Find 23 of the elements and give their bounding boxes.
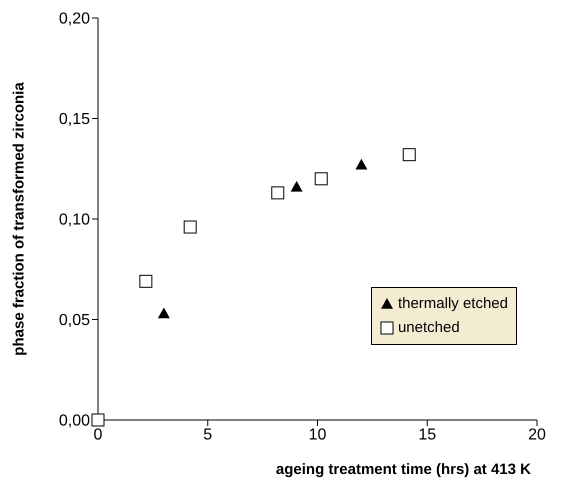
x-tick-label: 5 (203, 426, 212, 444)
y-tick-label: 0,05 (58, 312, 90, 330)
y-tick-label: 0,15 (58, 111, 90, 128)
y-tick-label: 0,10 (58, 212, 90, 229)
point (402, 148, 416, 162)
y-axis-title: phase fraction of transformed zirconia (10, 82, 28, 356)
point (290, 180, 303, 192)
point (158, 307, 170, 318)
x-tick-label: 15 (418, 426, 436, 444)
x-tick-label: 10 (308, 426, 326, 444)
y-tick-label: 0,00 (58, 412, 90, 430)
legend-label: thermally etched (398, 294, 508, 314)
x-tick-label: 0 (94, 426, 103, 444)
legend-label: unetched (398, 318, 460, 338)
y-tick-label: 0,20 (58, 10, 90, 28)
point (355, 158, 368, 170)
point (314, 172, 328, 186)
point (184, 220, 197, 234)
point (139, 274, 152, 288)
x-axis-title: ageing treatment time (hrs) at 413 K (276, 461, 532, 478)
point (92, 414, 104, 426)
x-tick-label: 20 (528, 426, 546, 444)
point (271, 186, 284, 200)
